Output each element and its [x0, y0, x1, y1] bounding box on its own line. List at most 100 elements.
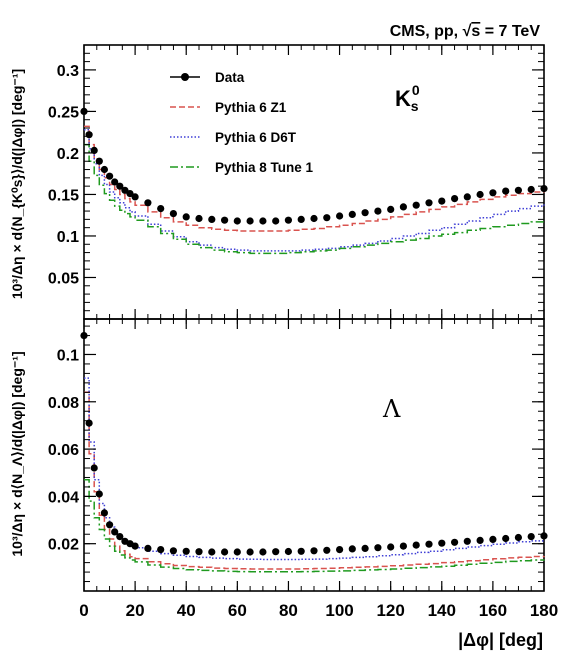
- bottom-data-point-38: [489, 535, 497, 544]
- top-data-point-3: [95, 157, 103, 165]
- top-data-point-23: [297, 215, 305, 223]
- bottom-data-point-19: [246, 548, 254, 556]
- top-panel-frame: [83, 44, 545, 320]
- bottom-data-point-30: [387, 543, 395, 551]
- top-data-point-15: [195, 214, 203, 223]
- xtick-label-0: 0: [79, 601, 88, 620]
- top-data-point-16: [208, 215, 216, 223]
- bottom-series-3: [84, 479, 545, 573]
- bottom-data-point-29: [374, 544, 382, 552]
- bottom-data-point-12: [157, 546, 165, 554]
- top-series-1: [84, 125, 545, 232]
- top-data-point-35: [451, 195, 459, 203]
- bottom-data-point-22: [284, 547, 292, 556]
- bottom-particle-label: Λ: [382, 395, 401, 423]
- top-data-point-24: [310, 214, 318, 223]
- bottom-data-point-4: [100, 509, 108, 517]
- bottom-data-point-39: [502, 534, 510, 543]
- x-axis-label: |Δφ| [deg]: [458, 630, 543, 650]
- bottom-data-point-6: [111, 528, 119, 536]
- bottom-data-point-33: [425, 540, 433, 548]
- top-y-axis-label: 10³/Δη × d⟨N_{K⁰s}⟩/d(|Δφ|) [deg⁻¹]: [9, 69, 25, 299]
- bottom-data-point-5: [106, 521, 114, 529]
- top-data-point-42: [540, 185, 548, 193]
- top-data-point-41: [527, 185, 535, 194]
- top-particle-label: K0 s: [395, 82, 420, 114]
- figure-title: CMS, pp, √s = 7 TeV: [390, 23, 541, 40]
- top-data-point-38: [489, 189, 497, 197]
- top-ytick-label-0: 0.05: [48, 270, 79, 287]
- top-data-point-29: [374, 207, 382, 215]
- top-data-point-34: [438, 197, 446, 205]
- top-data-point-30: [387, 205, 395, 213]
- bottom-y-axis-label: 10³/Δη × d⟨N_Λ⟩/d(|Δφ|) [deg⁻¹]: [9, 351, 25, 556]
- legend-label-2: Pythia 6 D6T: [215, 130, 297, 145]
- top-data-point-32: [412, 201, 420, 209]
- top-data-point-37: [476, 190, 484, 199]
- top-ytick-label-1: 0.1: [57, 229, 79, 246]
- legend: Data Pythia 6 Z1 Pythia 6 D6T Pythia 8 Tune…: [170, 70, 314, 175]
- top-panel-series: [80, 107, 548, 255]
- xtick-label-6: 120: [376, 601, 404, 620]
- bottom-data-point-28: [361, 544, 369, 553]
- bottom-data-point-3: [95, 490, 103, 498]
- bottom-data-point-16: [208, 548, 216, 556]
- top-series-2: [84, 128, 545, 252]
- top-data-point-9: [126, 190, 134, 198]
- bottom-data-point-35: [451, 538, 459, 546]
- bottom-data-point-36: [463, 537, 471, 545]
- bottom-data-point-42: [540, 532, 548, 540]
- xtick-label-9: 180: [530, 601, 558, 620]
- bottom-ytick-label-2: 0.06: [48, 442, 79, 459]
- top-data-point-18: [233, 217, 241, 225]
- bottom-ytick-label-4: 0.1: [57, 347, 79, 364]
- top-data-point-14: [182, 213, 190, 221]
- bottom-data-point-40: [514, 533, 523, 542]
- top-data-point-40: [514, 186, 523, 194]
- legend-data-marker: [181, 73, 189, 81]
- bottom-data-point-14: [182, 547, 190, 555]
- top-data-point-20: [259, 217, 267, 225]
- top-data-point-12: [157, 205, 165, 213]
- bottom-series-1: [84, 391, 545, 570]
- top-series-3: [84, 143, 545, 255]
- bottom-data-point-31: [399, 542, 407, 550]
- xtick-label-4: 80: [279, 601, 298, 620]
- top-data-point-25: [323, 214, 331, 222]
- bottom-panel-series: [80, 332, 548, 573]
- bottom-data-point-11: [144, 544, 152, 553]
- xtick-label-1: 20: [126, 601, 145, 620]
- bottom-data-point-23: [297, 547, 305, 555]
- bottom-data-point-18: [233, 548, 241, 556]
- bottom-data-point-13: [169, 547, 177, 555]
- top-data-point-13: [169, 210, 177, 218]
- top-data-point-27: [348, 210, 356, 218]
- top-ytick-label-2: 0.15: [48, 187, 79, 204]
- bottom-ytick-label-0: 0.02: [48, 537, 79, 554]
- top-data-point-19: [246, 217, 254, 225]
- top-data-point-7: [116, 182, 124, 190]
- bottom-data-point-10: [131, 542, 139, 550]
- top-data-point-10: [131, 193, 139, 201]
- xtick-label-8: 160: [479, 601, 507, 620]
- top-data-point-2: [90, 146, 98, 154]
- legend-label-0: Data: [215, 70, 245, 85]
- xtick-label-2: 40: [177, 601, 196, 620]
- top-data-point-22: [284, 216, 292, 224]
- bottom-data-point-32: [412, 541, 420, 549]
- bottom-data-point-17: [221, 548, 229, 556]
- xtick-label-7: 140: [428, 601, 456, 620]
- top-data-point-31: [399, 203, 407, 211]
- bottom-data-point-24: [310, 547, 318, 555]
- axes: 0.05 0.1 0.15 0.2 0.25 0.3 0.02 0.04 0.06 0.08 0.1…: [48, 45, 558, 620]
- legend-label-1: Pythia 6 Z1: [215, 100, 287, 115]
- top-data-point-6: [111, 178, 119, 186]
- bottom-ytick-label-3: 0.08: [48, 395, 79, 412]
- xtick-label-3: 60: [228, 601, 247, 620]
- top-data-point-33: [425, 199, 433, 207]
- top-ytick-label-3: 0.2: [57, 146, 79, 163]
- bottom-ytick-label-1: 0.04: [48, 489, 79, 506]
- xtick-label-5: 100: [325, 601, 353, 620]
- top-data-point-1: [85, 131, 93, 139]
